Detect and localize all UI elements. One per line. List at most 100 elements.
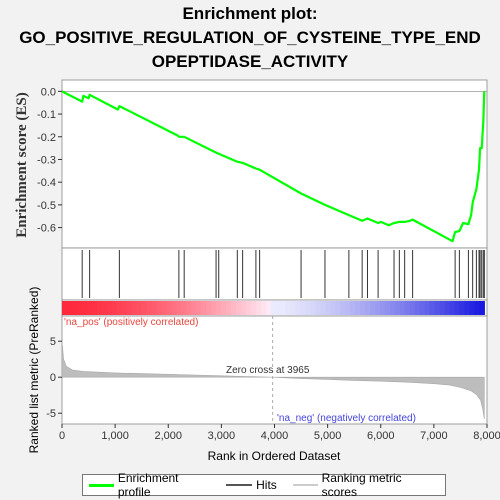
heatmap-cell [106,301,113,315]
heatmap-cell [235,301,242,315]
heatmap-cell [295,301,302,315]
heatmap-cell [315,301,321,315]
heatmap-cell [76,301,83,315]
heatmap-cell [191,301,197,315]
x-axis-label: Rank in Ordered Dataset [208,449,341,463]
es-tick-label: -0.4 [37,177,56,189]
heatmap-cell [275,301,282,315]
heatmap-cell [111,301,118,315]
heatmap-cell [389,301,396,315]
heatmap-cell [280,301,287,315]
x-tick-label: 4,000 [261,430,289,442]
es-tick-label: -0.5 [37,200,56,212]
heatmap-cell [121,301,128,315]
heatmap-cell [151,301,158,315]
heatmap-cell [255,301,262,315]
legend-swatch-hits [226,484,253,486]
legend-swatch-ranking [292,484,318,486]
heatmap-cell [245,301,252,315]
heatmap-cell [399,301,406,315]
es-tick-label: -0.2 [37,132,56,144]
heatmap-cell [171,301,177,315]
heatmap-cell [320,301,326,315]
heatmap-cell [141,301,148,315]
heatmap-cell [176,301,182,315]
x-tick-label: 3,000 [208,430,236,442]
heatmap-cell [285,301,292,315]
heatmap-cell [71,301,78,315]
legend-item-ranking: Ranking metric scores [292,471,435,499]
heatmap-cell [384,301,391,315]
heatmap-cell [240,301,247,315]
x-tick-label: 8,000 [473,430,500,442]
heatmap-cell [225,301,232,315]
metric-tick-label: -5 [46,408,56,420]
es-tick-label: -0.3 [37,154,56,166]
heatmap-cell [186,301,192,315]
heatmap-cell [216,301,222,315]
heatmap-cell [156,301,162,315]
heatmap-cell [365,301,371,315]
heatmap-cell [335,301,341,315]
enrichment-profile-line [61,90,486,243]
x-tick-label: 5,000 [314,430,342,442]
heatmap-cell [116,301,123,315]
legend-swatch-enrichment [89,483,114,487]
heatmap-cell [161,301,167,315]
heatmap-cell [360,301,366,315]
heatmap-cell [459,301,466,315]
heatmap-cell [439,301,446,315]
heatmap-cell [126,301,133,315]
legend-item-enrichment: Enrichment profile [89,471,210,499]
heatmap-cell [206,301,212,315]
heatmap-cell [350,301,356,315]
heatmap-cell [136,301,143,315]
legend-item-hits: Hits [226,478,277,492]
heatmap-cell [300,301,307,315]
heatmap-cell [449,301,456,315]
legend-label-enrichment: Enrichment profile [117,471,179,499]
heatmap-cell [101,301,108,315]
zero-cross-label: Zero cross at 3965 [226,365,310,376]
es-tick-label: -0.1 [37,109,56,121]
heatmap-cell [196,301,202,315]
title-line-2: GO_POSITIVE_REGULATION_OF_CYSTEINE_TYPE_… [19,28,481,47]
heatmap-cell [424,301,431,315]
heatmap-cell [221,301,227,315]
x-tick-label: 2,000 [154,430,182,442]
heatmap-cell [166,301,172,315]
legend-label-ranking: Ranking metric scores [321,471,402,499]
heatmap-cell [146,301,153,315]
title-line-3: OPEPTIDASE_ACTIVITY [151,52,349,71]
heatmap-cell [404,301,411,315]
hits-panel [61,247,488,301]
heatmap-cell [62,301,68,315]
heatmap-cell [96,301,103,315]
heatmap-cell [131,301,138,315]
metric-tick-label: 5 [50,336,56,348]
x-tick-label: 0 [59,430,65,442]
heatmap-cell [414,301,421,315]
heatmap-cell [340,301,346,315]
heatmap-cell [211,301,217,315]
neg-label: 'na_neg' (negatively correlated) [277,413,416,424]
heatmap-cell [250,301,257,315]
chart-title: Enrichment plot: GO_POSITIVE_REGULATION_… [0,2,500,74]
heatmap-cell [380,301,386,315]
heatmap-cell [181,301,187,315]
es-tick-label: -0.6 [37,223,56,235]
heatmap-cell [409,301,416,315]
es-axis-label: Enrichment score (ES) [14,92,30,238]
heatmap-cell [265,301,272,315]
heatmap-cell [81,301,88,315]
heatmap-cell [429,301,436,315]
heatmap-cell [66,301,73,315]
heatmap-cell [419,301,426,315]
heatmap-cell [375,301,381,315]
legend: Enrichment profile Hits Ranking metric s… [82,471,446,499]
x-tick-label: 7,000 [420,430,448,442]
heatmap-cell [434,301,441,315]
heatmap-cell [479,301,485,315]
x-tick-label: 6,000 [367,430,395,442]
